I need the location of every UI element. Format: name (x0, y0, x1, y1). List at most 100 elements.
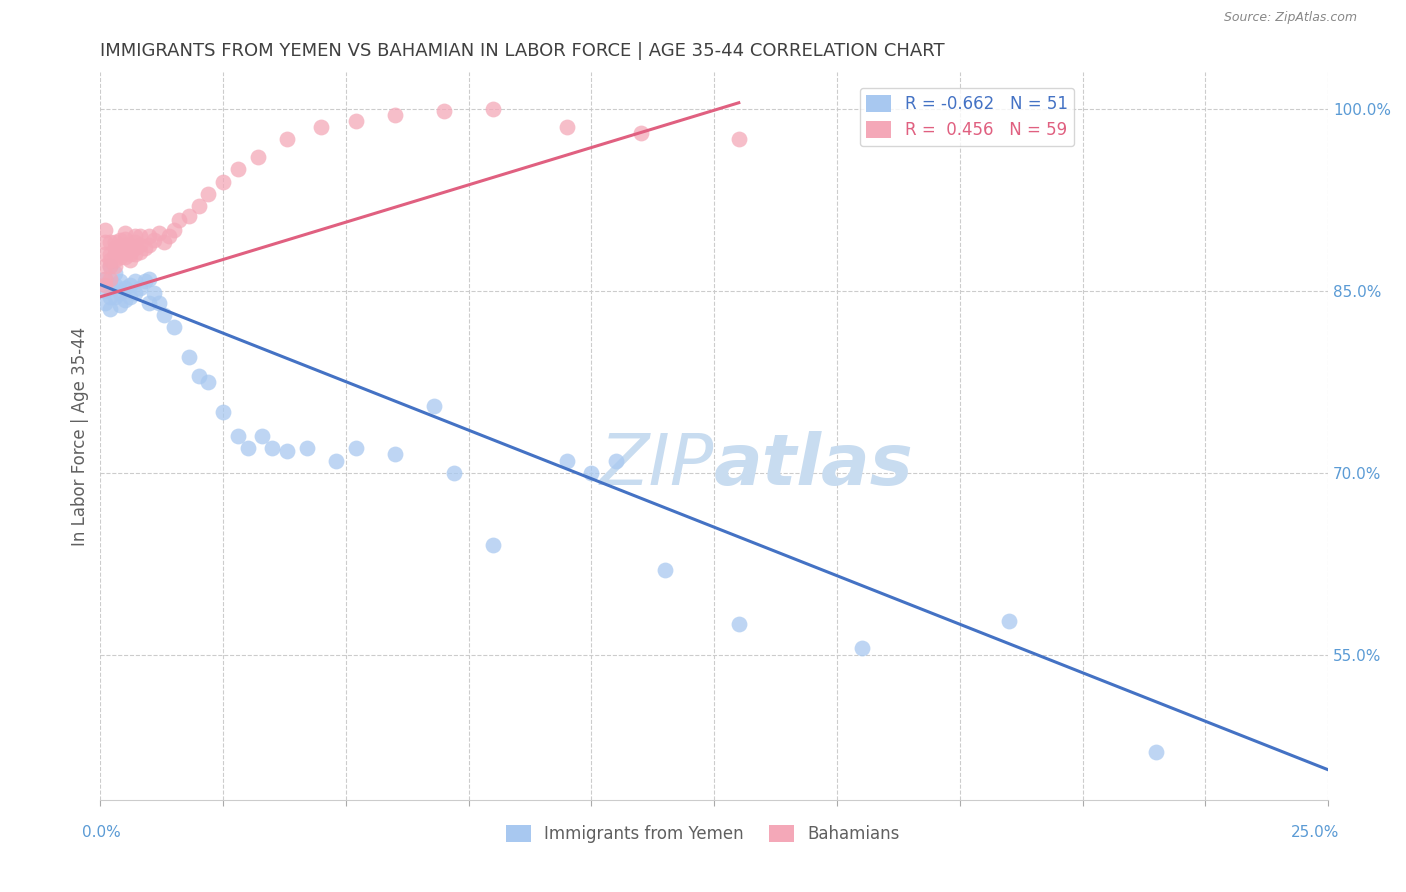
Point (177, 209, 200, 223)
Point (128, 237, 150, 252)
Point (98, 235, 121, 250)
Point (148, 296, 170, 310)
Point (94, 271, 117, 285)
Point (187, 199, 209, 213)
Point (108, 239, 131, 253)
Point (104, 260, 127, 274)
Point (630, 126, 652, 140)
Point (104, 253, 127, 268)
Point (118, 290, 141, 304)
Point (94, 235, 117, 250)
Point (295, 442, 318, 456)
Text: Source: ZipAtlas.com: Source: ZipAtlas.com (1223, 12, 1357, 24)
Legend: Immigrants from Yemen, Bahamians: Immigrants from Yemen, Bahamians (499, 818, 907, 850)
Point (851, 641, 873, 656)
Point (94, 284, 117, 298)
Point (384, 447, 406, 461)
Point (727, 132, 749, 146)
Point (114, 244, 136, 259)
Point (124, 274, 146, 288)
Point (1144, 745, 1167, 759)
Point (226, 162, 249, 177)
Text: atlas: atlas (714, 431, 914, 500)
Point (94, 271, 117, 285)
Y-axis label: In Labor Force | Age 35-44: In Labor Force | Age 35-44 (72, 326, 89, 546)
Point (128, 229, 150, 244)
Point (94, 296, 117, 310)
Point (276, 443, 298, 458)
Point (108, 274, 131, 288)
Point (153, 235, 176, 250)
Point (114, 226, 136, 240)
Point (727, 617, 749, 632)
Point (98, 290, 121, 304)
Point (344, 442, 367, 456)
Point (98, 260, 121, 274)
Point (128, 244, 150, 259)
Text: 0.0%: 0.0% (82, 825, 121, 839)
Point (138, 229, 160, 244)
Point (482, 538, 505, 552)
Point (94, 247, 117, 261)
Point (212, 405, 235, 419)
Point (104, 235, 127, 250)
Point (187, 368, 209, 383)
Point (555, 453, 578, 467)
Point (555, 120, 578, 134)
Point (143, 286, 166, 301)
Text: 25.0%: 25.0% (1291, 825, 1339, 839)
Point (124, 235, 146, 250)
Point (98, 260, 121, 274)
Point (177, 351, 200, 365)
Point (104, 247, 127, 261)
Point (197, 186, 219, 201)
Point (384, 108, 406, 122)
Point (94, 223, 117, 237)
Legend: R = -0.662   N = 51, R =  0.456   N = 59: R = -0.662 N = 51, R = 0.456 N = 59 (859, 88, 1074, 146)
Point (138, 271, 160, 285)
Point (163, 223, 186, 237)
Point (104, 277, 127, 292)
Point (143, 233, 166, 247)
Point (246, 150, 269, 164)
Point (124, 247, 146, 261)
Point (153, 308, 176, 322)
Point (104, 290, 127, 304)
Point (212, 175, 235, 189)
Point (108, 233, 131, 247)
Point (98, 277, 121, 292)
Point (114, 250, 136, 264)
Point (114, 293, 136, 308)
Point (482, 102, 505, 116)
Point (138, 237, 160, 252)
Point (167, 213, 190, 227)
Point (325, 453, 347, 467)
Point (581, 466, 603, 480)
Point (236, 442, 259, 456)
Point (94, 277, 117, 292)
Point (148, 226, 170, 240)
Point (423, 399, 446, 413)
Point (197, 375, 219, 389)
Point (108, 298, 131, 312)
Point (157, 229, 180, 244)
Point (114, 281, 136, 295)
Point (262, 442, 284, 456)
Text: ZIP: ZIP (600, 431, 714, 500)
Point (124, 229, 146, 244)
Point (654, 563, 676, 577)
Point (128, 281, 150, 295)
Point (108, 286, 131, 301)
Point (344, 114, 367, 128)
Point (433, 104, 456, 119)
Point (98, 271, 121, 285)
Text: IMMIGRANTS FROM YEMEN VS BAHAMIAN IN LABOR FORCE | AGE 35-44 CORRELATION CHART: IMMIGRANTS FROM YEMEN VS BAHAMIAN IN LAB… (100, 42, 945, 60)
Point (605, 453, 627, 467)
Point (118, 277, 141, 292)
Point (124, 286, 146, 301)
Point (98, 253, 121, 268)
Point (252, 429, 274, 443)
Point (998, 614, 1021, 628)
Point (118, 253, 141, 268)
Point (108, 244, 131, 259)
